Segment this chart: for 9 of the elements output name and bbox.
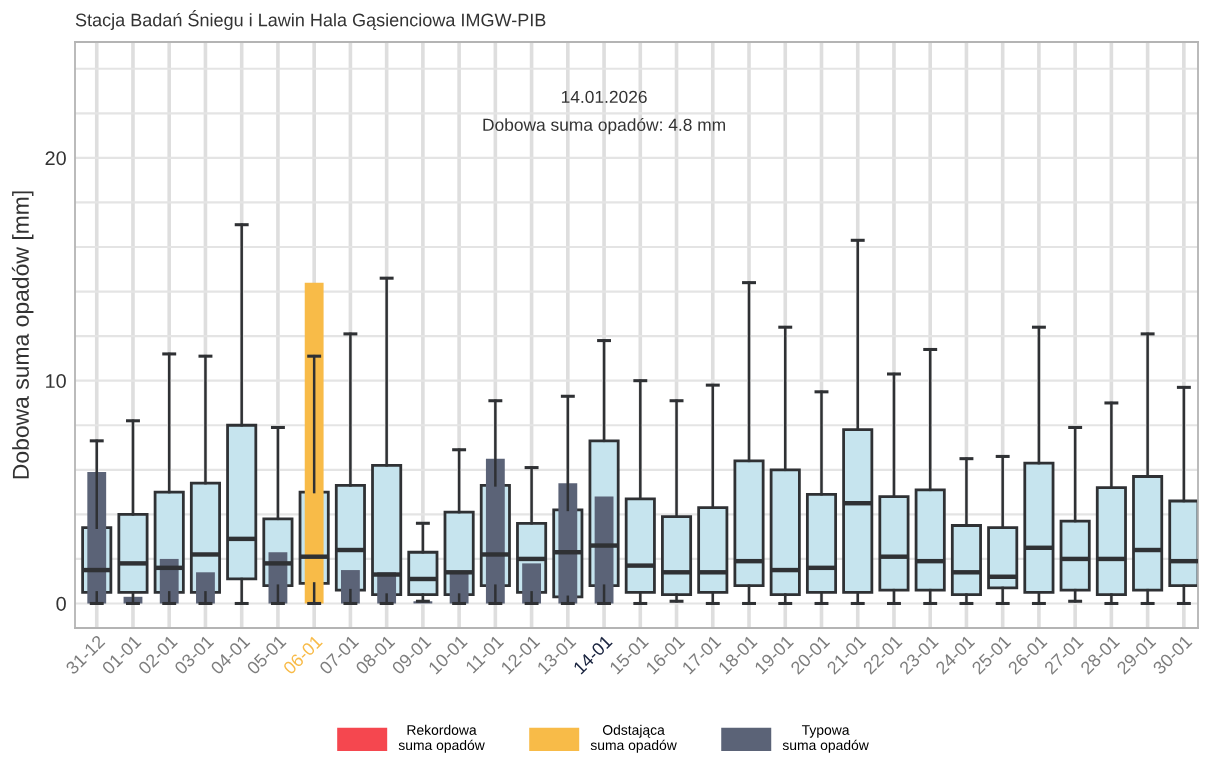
y-tick-label: 10	[46, 374, 66, 389]
y-tick-label: 0	[56, 596, 66, 611]
legend-label: Odstająca suma opadów	[590, 724, 677, 753]
y-tick-label: 20	[45, 151, 66, 166]
annotation: 14.01.2026 Dobowa suma opadów: 4.8 mm	[483, 90, 725, 135]
legend-label: Typowa suma opadów	[782, 725, 869, 753]
chart-title: Stacja Badań Śniegu i Lawin Hala Gąsienciowa IMGW-PIB	[75, 10, 546, 30]
legend-label: Rekordowa suma opadów	[398, 724, 485, 753]
y-axis-title: Dobowa suma opadów [mm]	[11, 191, 34, 479]
